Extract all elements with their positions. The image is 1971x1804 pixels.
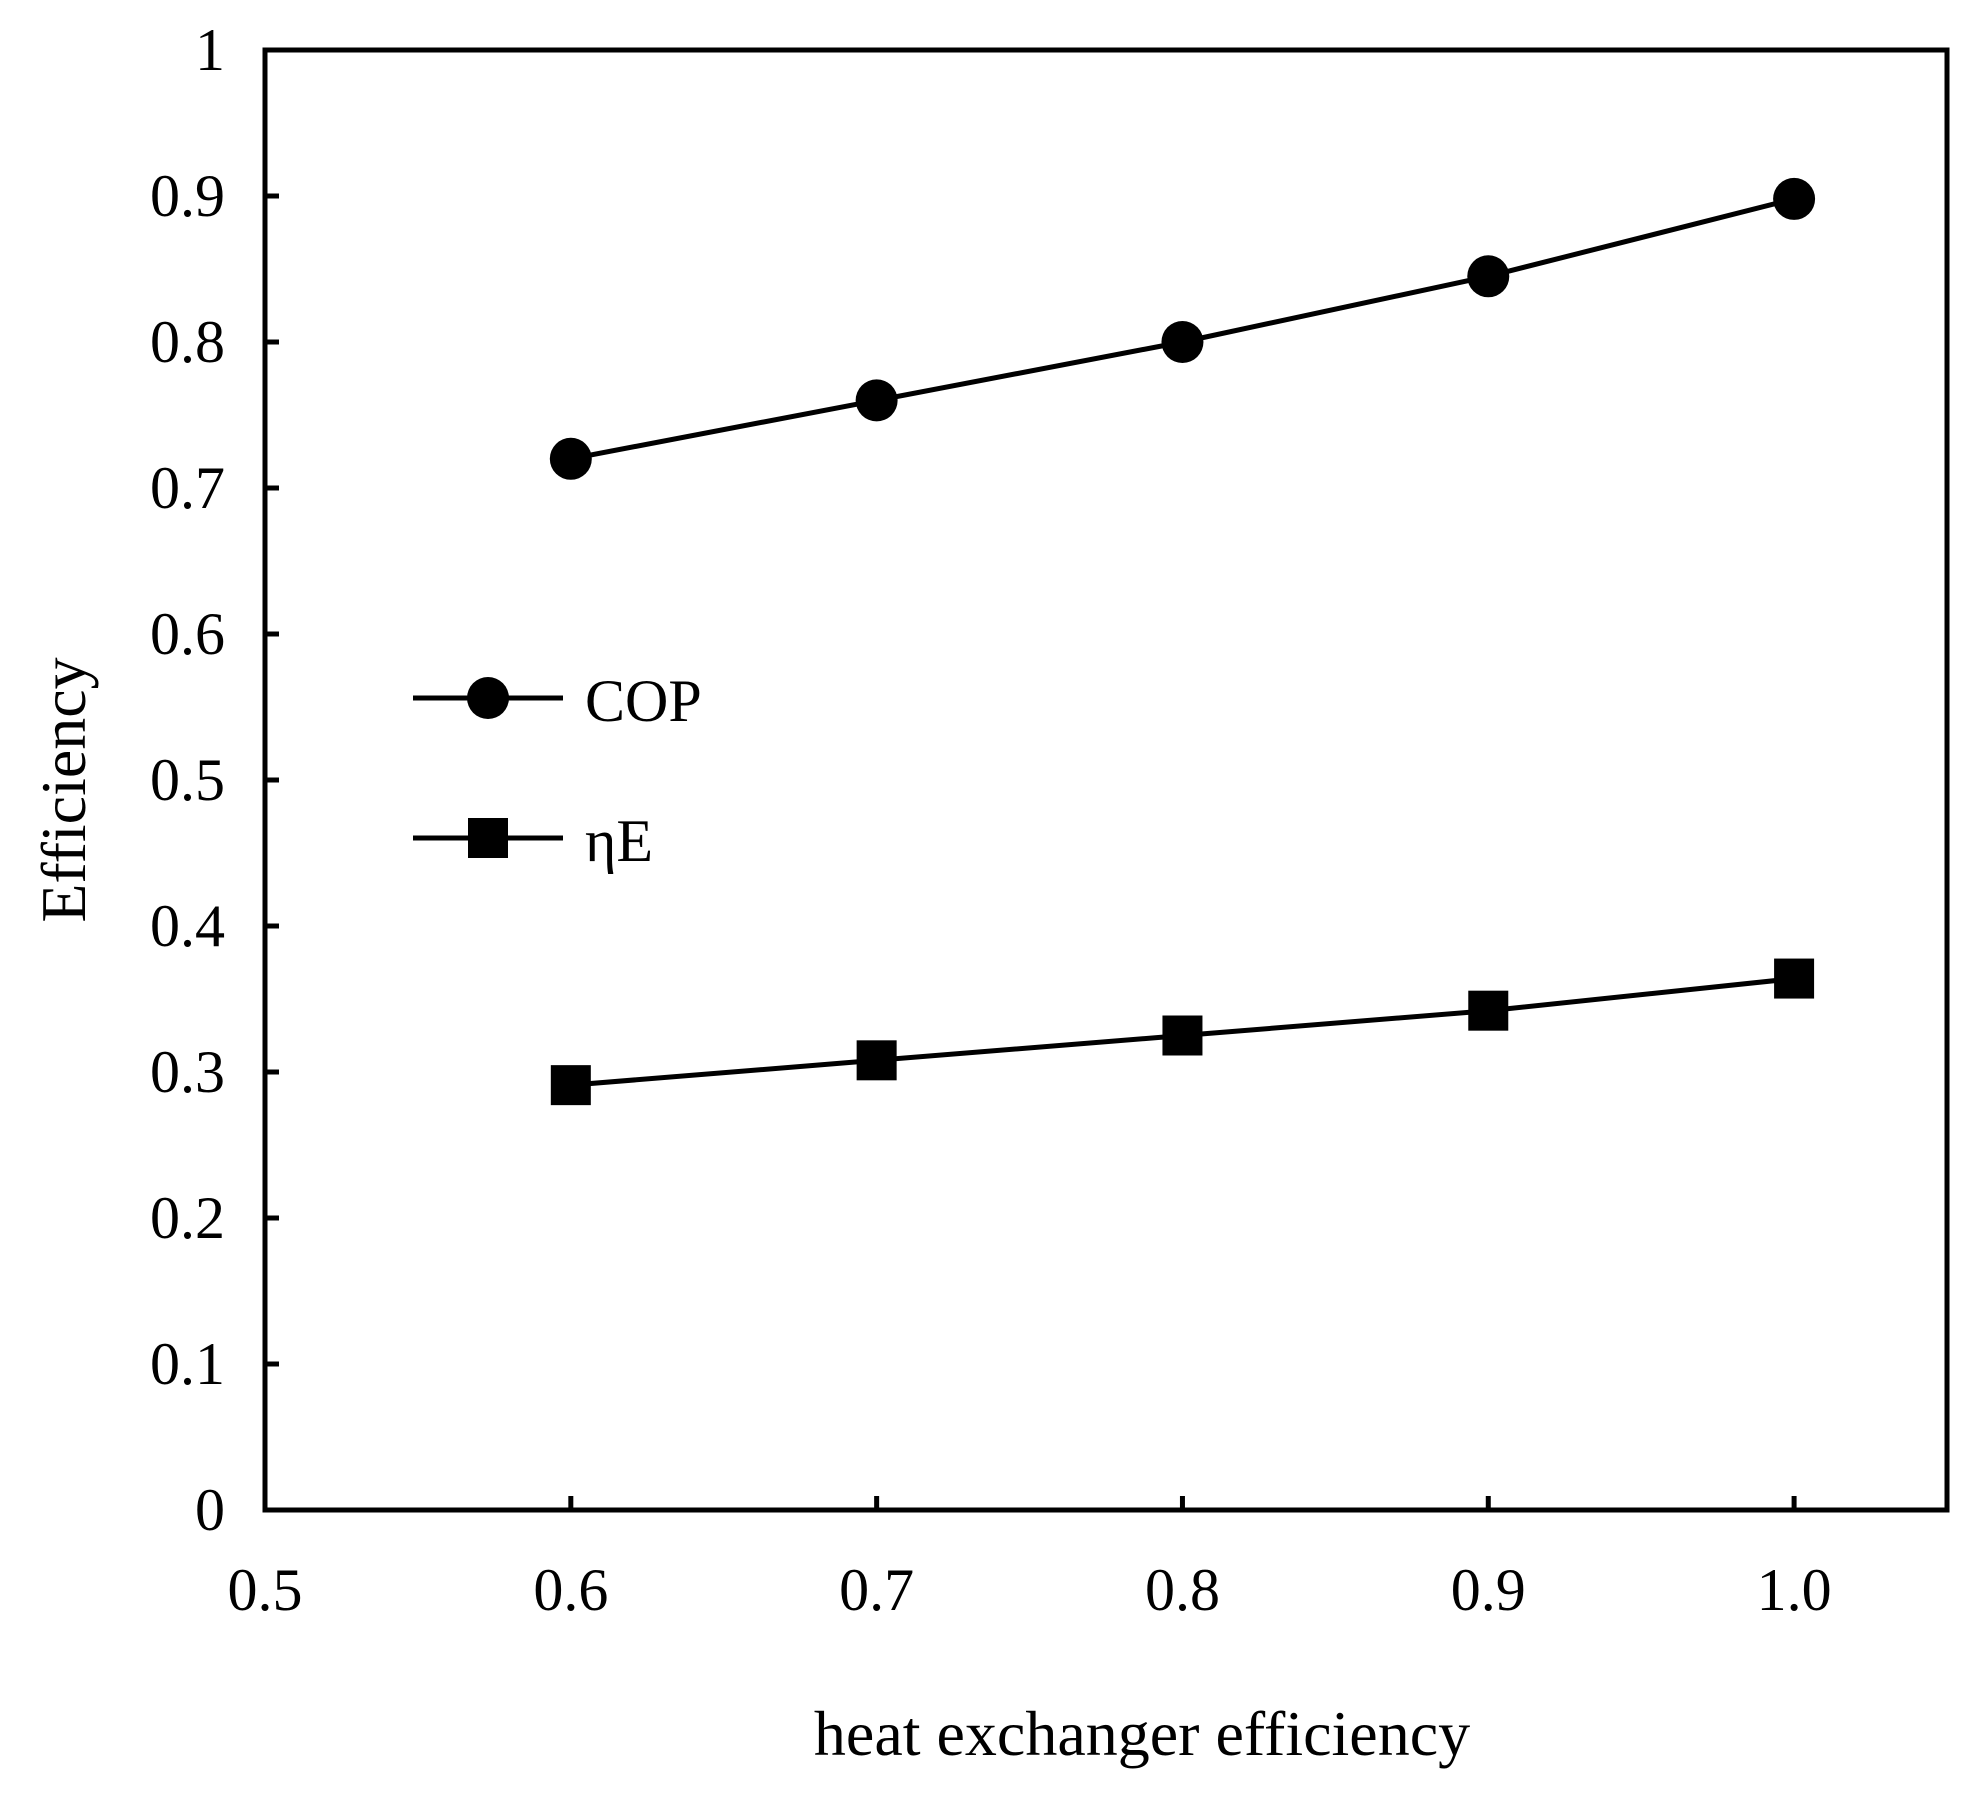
data-point-cop — [855, 379, 898, 422]
y-tick-label: 0.6 — [150, 601, 225, 667]
y-axis-title: Efficiency — [28, 657, 99, 922]
x-tick-label: 0.5 — [228, 1557, 303, 1623]
y-tick-label: 0 — [195, 1477, 225, 1543]
y-tick-label: 0.2 — [150, 1185, 225, 1251]
legend-label-cop: COP — [585, 668, 702, 734]
legend: COP ηE — [413, 668, 702, 874]
x-tick-label: 1.0 — [1757, 1557, 1832, 1623]
data-point-eta-e — [550, 1065, 591, 1106]
y-tick-label: 0.3 — [150, 1039, 225, 1105]
plot-area — [262, 47, 1950, 1513]
data-point-cop — [1161, 321, 1204, 363]
series-markers — [549, 177, 1816, 1106]
data-point-eta-e — [1468, 990, 1509, 1031]
legend-marker-eta-e — [468, 818, 508, 858]
data-point-cop — [549, 437, 592, 480]
y-axis: 0 0.1 0.2 0.3 0.4 0.5 0.6 0.7 0.8 0.9 1 — [150, 17, 279, 1543]
y-tick-label: 0.9 — [150, 163, 225, 229]
x-tick-label: 0.7 — [839, 1557, 914, 1623]
y-tick-label: 0.7 — [150, 455, 225, 521]
data-point-eta-e — [1162, 1015, 1203, 1056]
y-tick-label: 0.8 — [150, 309, 225, 375]
x-axis-title: heat exchanger efficiency — [814, 1698, 1470, 1769]
y-tick-label: 0.5 — [150, 747, 225, 813]
y-tick-label: 1 — [195, 17, 225, 83]
x-tick-label: 0.8 — [1145, 1557, 1220, 1623]
data-point-cop — [1467, 255, 1510, 298]
legend-item-eta-e: ηE — [413, 808, 653, 874]
legend-item-cop: COP — [413, 668, 702, 734]
y-tick-label: 0.1 — [150, 1331, 225, 1397]
data-point-eta-e — [856, 1040, 897, 1081]
x-tick-label: 0.6 — [533, 1557, 608, 1623]
data-point-eta-e — [1774, 958, 1815, 999]
legend-marker-cop — [467, 677, 509, 719]
x-axis: 0.5 0.6 0.7 0.8 0.9 1.0 — [228, 1496, 1832, 1623]
y-tick-label: 0.4 — [150, 893, 225, 959]
legend-label-eta-e: ηE — [585, 808, 653, 874]
data-point-cop — [1773, 177, 1816, 220]
x-tick-label: 0.9 — [1451, 1557, 1526, 1623]
